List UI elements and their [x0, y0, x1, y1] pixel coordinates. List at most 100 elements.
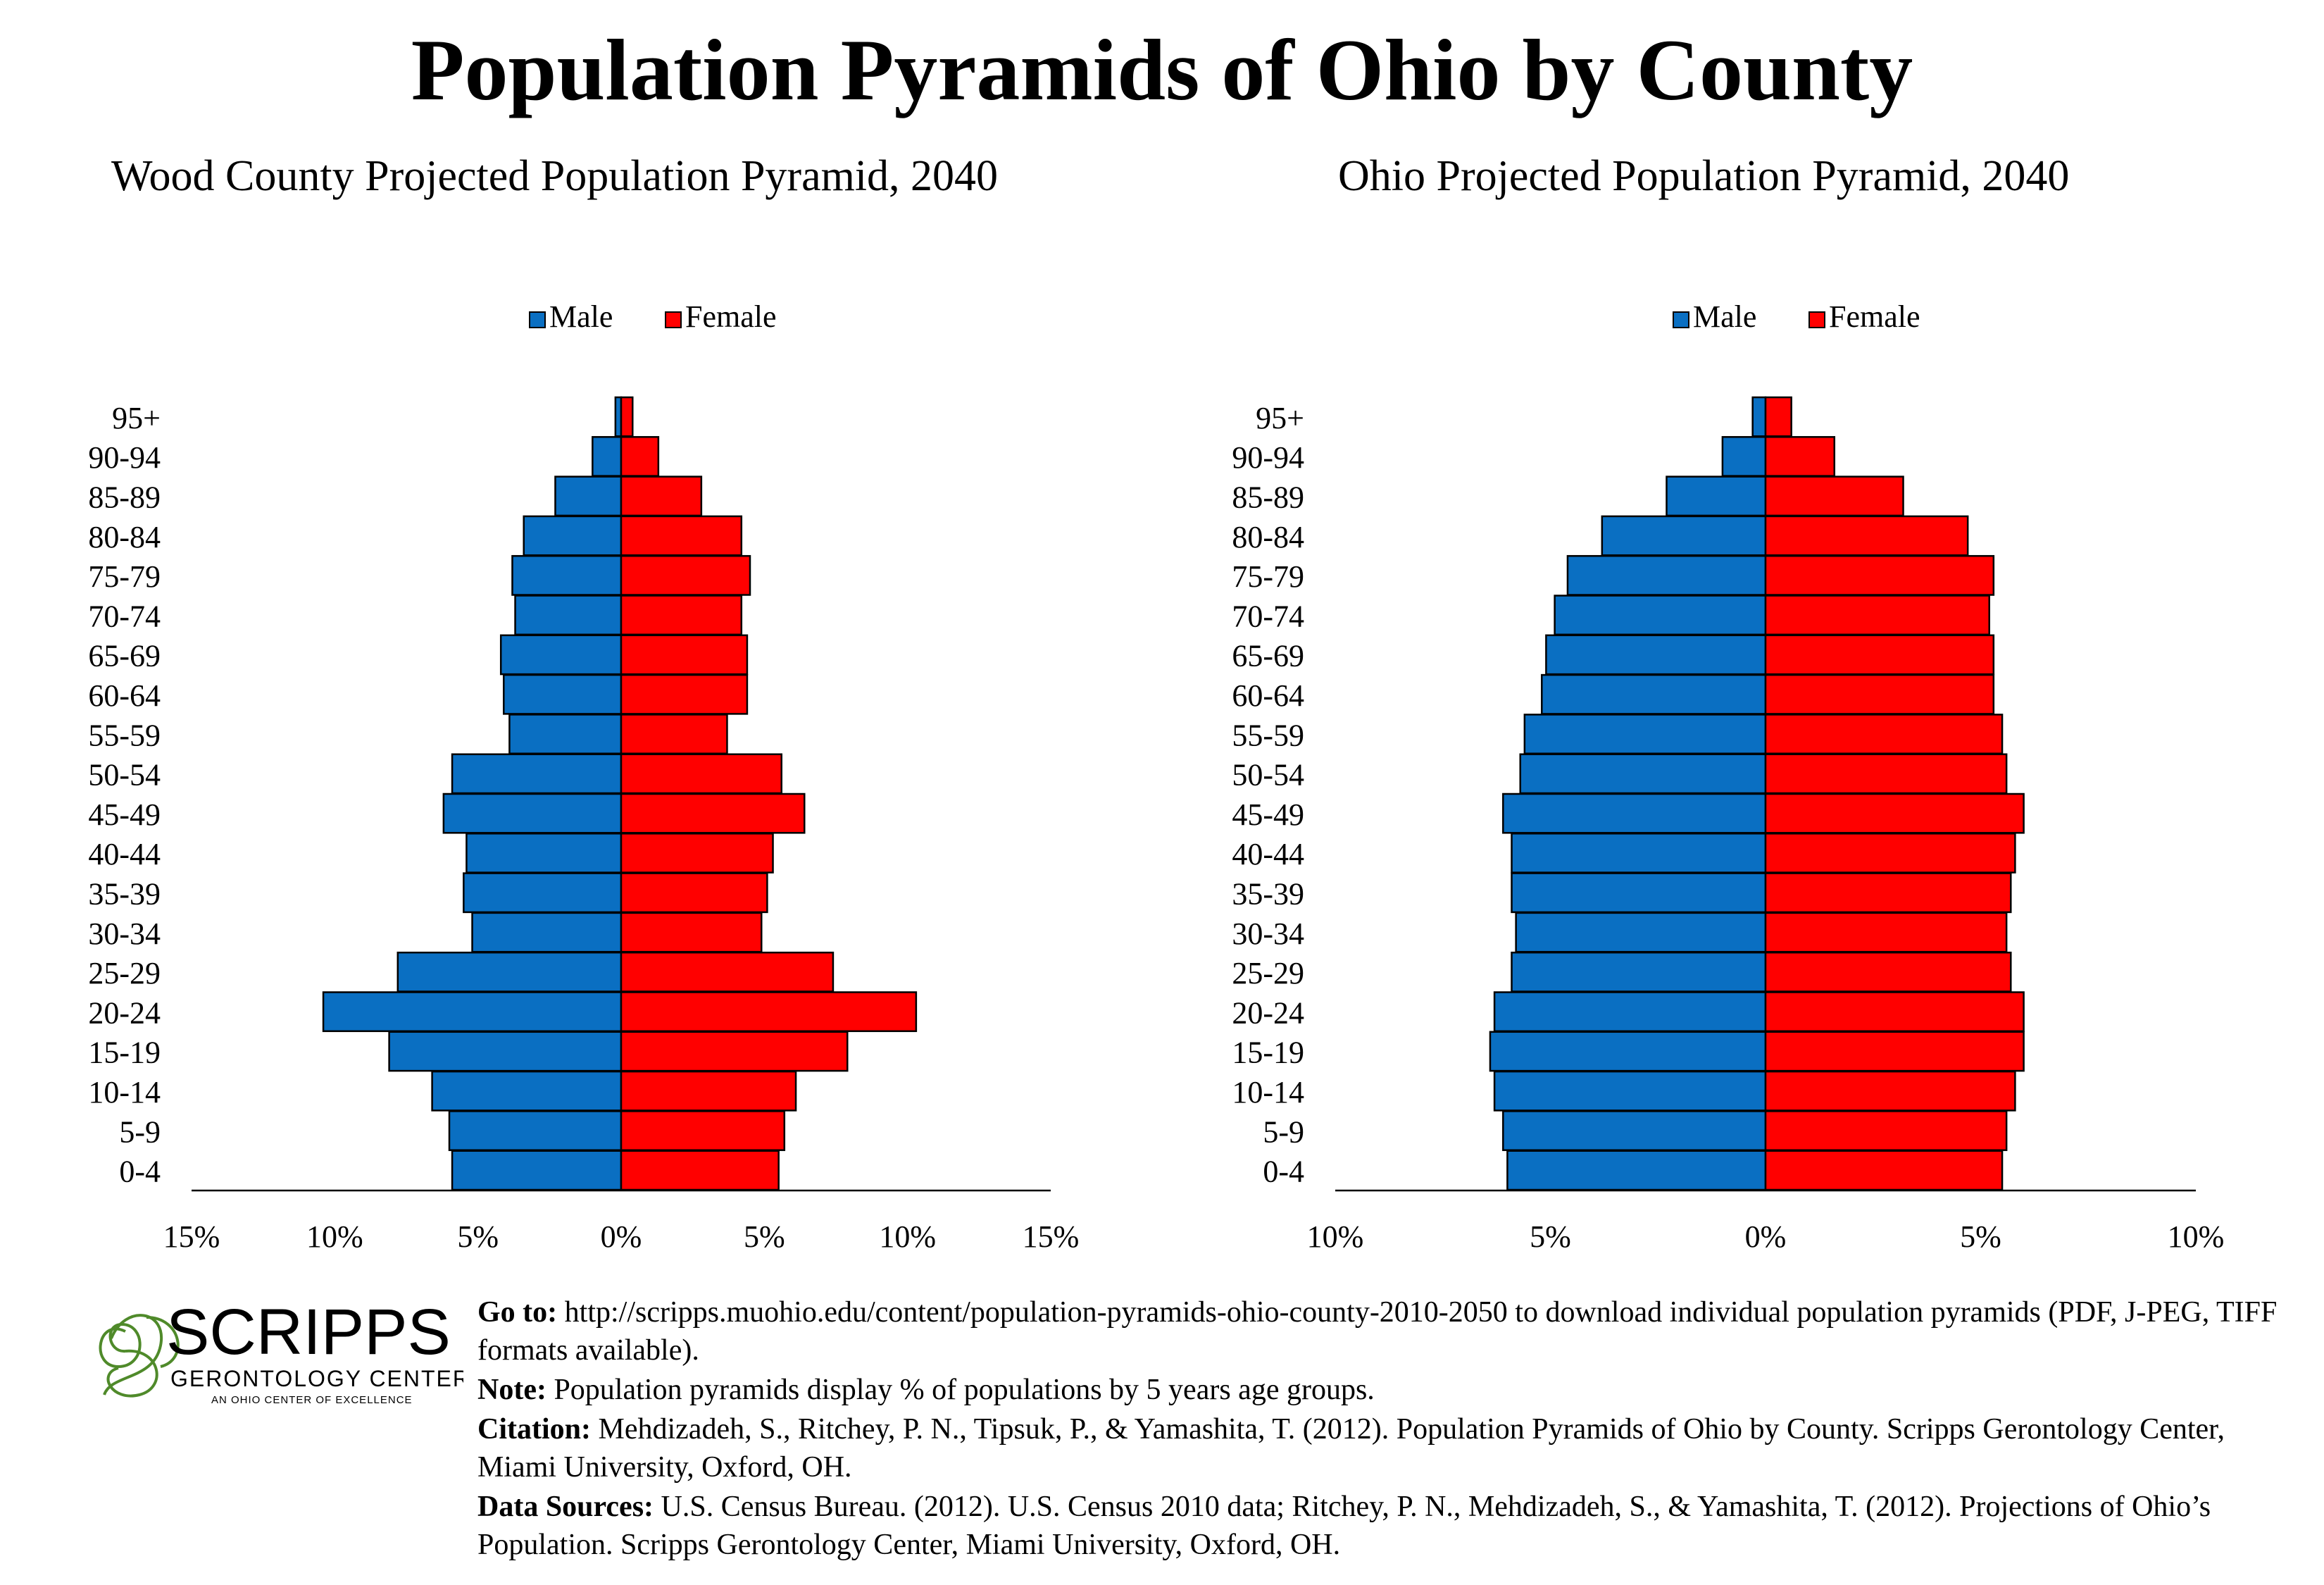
goto-note: Go to: http://scripps.muohio.edu/content… [477, 1293, 2309, 1369]
wood-age-label-75-79: 75-79 [88, 559, 161, 594]
ohio-bar-female-50-54 [1764, 753, 2008, 795]
ohio-pyramid-chart: Male Female 95+ 90-94 85-89 80-84 75-79 70-74 65… [1232, 299, 2225, 1254]
ohio-legend-swatch-male [1673, 311, 1689, 328]
ohio-age-label-75-79: 75-79 [1232, 559, 1304, 594]
ohio-bar-male-75-79 [1566, 554, 1767, 596]
wood-legend-swatch-male [529, 311, 546, 328]
ohio-bar-female-70-74 [1764, 595, 1990, 636]
ohio-bar-male-40-44 [1511, 833, 1767, 874]
wood-bar-male-35-39 [463, 872, 623, 914]
wood-age-label-60-64: 60-64 [88, 678, 161, 713]
ohio-chart-title: Ohio Projected Population Pyramid, 2040 [1338, 152, 2070, 200]
ohio-bar-female-65-69 [1764, 634, 1995, 676]
sources-line: Data Sources: U.S. Census Bureau. (2012)… [477, 1488, 2309, 1564]
ohio-bar-female-35-39 [1764, 872, 2012, 914]
ohio-bar-male-90-94 [1721, 436, 1767, 477]
ohio-bar-male-20-24 [1493, 991, 1767, 1033]
ohio-age-label-80-84: 80-84 [1232, 520, 1304, 554]
ohio-age-label-0-4: 0-4 [1263, 1155, 1304, 1189]
ohio-bar-female-10-14 [1764, 1070, 2016, 1112]
wood-bar-male-50-54 [451, 753, 623, 795]
ohio-age-label-20-24: 20-24 [1232, 995, 1304, 1030]
ohio-x-tick-label-1: 5% [1530, 1219, 1571, 1254]
logo-tagline: AN OHIO CENTER OF EXCELLENCE [211, 1394, 413, 1406]
ohio-bar-male-60-64 [1541, 673, 1767, 715]
ohio-age-label-25-29: 25-29 [1232, 956, 1304, 990]
wood-age-label-80-84: 80-84 [88, 520, 161, 554]
wood-county-pyramid-chart: Male Female 95+ 90-94 85-89 80-84 75-79 70-74 65… [88, 299, 1080, 1254]
citation-line: Citation: Mehdizadeh, S., Ritchey, P. N.… [477, 1410, 2309, 1486]
ohio-bar-female-0-4 [1764, 1150, 2004, 1191]
wood-bar-male-85-89 [554, 476, 623, 517]
ohio-bar-female-95plus [1764, 396, 1792, 437]
ohio-bar-female-80-84 [1764, 515, 1969, 557]
wood-x-tick-label-6: 15% [1023, 1219, 1080, 1254]
wood-age-label-95plus: 95+ [112, 401, 161, 435]
notes-block: Go to: http://scripps.muohio.edu/content… [477, 1293, 2309, 1565]
wood-bar-male-70-74 [514, 595, 623, 636]
wood-age-label-70-74: 70-74 [88, 599, 161, 633]
ohio-bar-female-75-79 [1764, 554, 1995, 596]
ohio-x-tick-label-4: 10% [2168, 1219, 2225, 1254]
ohio-bar-female-25-29 [1764, 951, 2012, 993]
wood-legend-swatch-female [665, 311, 682, 328]
ohio-x-tick-label-0: 10% [1307, 1219, 1364, 1254]
ohio-bar-female-40-44 [1764, 833, 2016, 874]
wood-bar-male-20-24 [322, 991, 623, 1033]
wood-age-label-65-69: 65-69 [88, 639, 161, 673]
wood-x-tick-label-2: 5% [457, 1219, 499, 1254]
ohio-bar-male-55-59 [1523, 714, 1767, 754]
ohio-bar-female-60-64 [1764, 673, 1995, 715]
ohio-bar-male-45-49 [1502, 792, 1767, 834]
wood-bar-female-65-69 [620, 634, 749, 676]
wood-bar-male-75-79 [511, 554, 623, 596]
ohio-legend-label-male: Male [1693, 299, 1756, 334]
wood-bar-male-45-49 [442, 792, 623, 834]
logo-name: SCRIPPS [166, 1296, 451, 1368]
ohio-bar-female-15-19 [1764, 1031, 2025, 1072]
goto-label: Go to: [477, 1296, 558, 1329]
wood-bar-female-20-24 [620, 991, 918, 1033]
citation-text: Mehdizadeh, S., Ritchey, P. N., Tipsuk, … [477, 1413, 2225, 1484]
ohio-legend-label-female: Female [1829, 299, 1920, 334]
ohio-bar-male-15-19 [1489, 1031, 1767, 1072]
ohio-age-label-30-34: 30-34 [1232, 916, 1304, 951]
scripps-swirl-icon [99, 1314, 180, 1398]
wood-age-label-55-59: 55-59 [88, 718, 161, 752]
wood-bar-male-40-44 [466, 833, 623, 874]
wood-age-label-30-34: 30-34 [88, 916, 161, 951]
wood-bar-female-95plus [620, 396, 634, 437]
wood-bar-female-40-44 [620, 833, 774, 874]
wood-age-label-15-19: 15-19 [88, 1036, 161, 1070]
wood-age-label-10-14: 10-14 [88, 1075, 161, 1110]
wood-bar-female-60-64 [620, 673, 749, 715]
logo-subtitle: GERONTOLOGY CENTER [170, 1366, 463, 1391]
wood-x-tick-label-3: 0% [601, 1219, 642, 1254]
sources-text: U.S. Census Bureau. (2012). U.S. Census … [477, 1491, 2211, 1561]
ohio-x-tick-label-3: 5% [1960, 1219, 2001, 1254]
ohio-age-label-85-89: 85-89 [1232, 480, 1304, 515]
wood-age-label-35-39: 35-39 [88, 877, 161, 912]
wood-bar-female-5-9 [620, 1110, 786, 1151]
ohio-bar-male-65-69 [1545, 634, 1767, 676]
ohio-bar-male-35-39 [1511, 872, 1767, 914]
ohio-age-label-90-94: 90-94 [1232, 440, 1304, 475]
ohio-bar-male-50-54 [1519, 753, 1767, 795]
ohio-legend-swatch-female [1808, 311, 1825, 328]
wood-age-label-50-54: 50-54 [88, 758, 161, 792]
ohio-bar-female-55-59 [1764, 714, 2004, 754]
wood-x-tick-label-1: 10% [306, 1219, 363, 1254]
wood-age-label-5-9: 5-9 [119, 1114, 161, 1149]
ohio-bar-male-95plus [1751, 396, 1767, 437]
wood-bar-female-25-29 [620, 951, 835, 993]
ohio-bar-male-70-74 [1554, 595, 1767, 636]
wood-bar-female-90-94 [620, 436, 660, 477]
wood-bar-male-30-34 [471, 912, 623, 953]
wood-bar-male-25-29 [396, 951, 623, 993]
ohio-age-label-10-14: 10-14 [1232, 1075, 1304, 1110]
wood-bar-female-55-59 [620, 714, 728, 754]
ohio-age-label-95plus: 95+ [1256, 401, 1304, 435]
wood-age-label-85-89: 85-89 [88, 480, 161, 515]
wood-x-tick-label-4: 5% [744, 1219, 785, 1254]
ohio-bar-male-0-4 [1506, 1150, 1767, 1191]
